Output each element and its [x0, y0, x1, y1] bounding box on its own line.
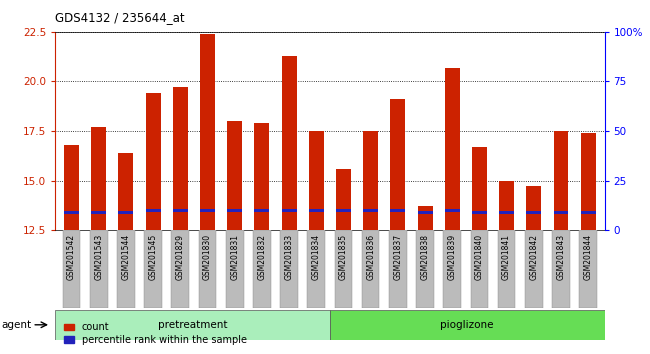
- Text: GSM201830: GSM201830: [203, 234, 212, 280]
- Bar: [309, 209, 324, 212]
- Text: GSM201837: GSM201837: [393, 234, 402, 280]
- Legend: count, percentile rank within the sample: count, percentile rank within the sample: [60, 319, 250, 349]
- FancyBboxPatch shape: [307, 230, 325, 308]
- FancyBboxPatch shape: [280, 230, 298, 308]
- FancyBboxPatch shape: [389, 230, 407, 308]
- Text: GSM201840: GSM201840: [475, 234, 484, 280]
- Bar: [227, 209, 242, 212]
- FancyBboxPatch shape: [63, 230, 81, 308]
- FancyBboxPatch shape: [335, 230, 352, 308]
- Bar: [254, 123, 269, 230]
- Bar: [173, 87, 188, 230]
- Bar: [445, 68, 460, 230]
- Text: pretreatment: pretreatment: [158, 320, 227, 330]
- Text: GSM201545: GSM201545: [149, 234, 158, 280]
- Text: GDS4132 / 235644_at: GDS4132 / 235644_at: [55, 11, 185, 24]
- Bar: [146, 209, 161, 212]
- Text: GSM201843: GSM201843: [556, 234, 566, 280]
- Bar: [200, 34, 215, 230]
- FancyBboxPatch shape: [471, 230, 488, 308]
- Bar: [227, 121, 242, 230]
- FancyBboxPatch shape: [144, 230, 162, 308]
- Bar: [580, 133, 595, 230]
- Text: GSM201834: GSM201834: [312, 234, 321, 280]
- Text: GSM201542: GSM201542: [67, 234, 76, 280]
- Bar: [445, 209, 460, 212]
- Text: GSM201835: GSM201835: [339, 234, 348, 280]
- FancyBboxPatch shape: [579, 230, 597, 308]
- Text: GSM201842: GSM201842: [529, 234, 538, 280]
- FancyBboxPatch shape: [525, 230, 543, 308]
- FancyBboxPatch shape: [90, 230, 108, 308]
- Bar: [499, 211, 514, 214]
- Bar: [472, 147, 487, 230]
- Bar: [526, 211, 541, 214]
- Bar: [146, 93, 161, 230]
- Text: GSM201839: GSM201839: [448, 234, 457, 280]
- Text: GSM201841: GSM201841: [502, 234, 511, 280]
- Text: GSM201832: GSM201832: [257, 234, 266, 280]
- Bar: [554, 211, 569, 214]
- Bar: [580, 211, 595, 214]
- Text: agent: agent: [1, 320, 31, 330]
- Bar: [281, 56, 296, 230]
- Bar: [173, 209, 188, 212]
- Bar: [554, 131, 569, 230]
- Bar: [336, 169, 351, 230]
- Bar: [363, 209, 378, 212]
- Bar: [417, 211, 432, 214]
- Text: GSM201544: GSM201544: [122, 234, 131, 280]
- Bar: [526, 187, 541, 230]
- Bar: [472, 211, 487, 214]
- Text: pioglizone: pioglizone: [441, 320, 494, 330]
- FancyBboxPatch shape: [199, 230, 216, 308]
- FancyBboxPatch shape: [172, 230, 189, 308]
- Bar: [118, 153, 133, 230]
- Text: GSM201543: GSM201543: [94, 234, 103, 280]
- FancyBboxPatch shape: [55, 310, 330, 340]
- Bar: [391, 209, 406, 212]
- Bar: [200, 209, 215, 212]
- Text: GSM201829: GSM201829: [176, 234, 185, 280]
- FancyBboxPatch shape: [362, 230, 380, 308]
- Bar: [91, 127, 106, 230]
- FancyBboxPatch shape: [416, 230, 434, 308]
- Bar: [417, 206, 432, 230]
- FancyBboxPatch shape: [226, 230, 244, 308]
- Bar: [309, 131, 324, 230]
- Bar: [499, 181, 514, 230]
- Text: GSM201831: GSM201831: [230, 234, 239, 280]
- Bar: [281, 209, 296, 212]
- FancyBboxPatch shape: [552, 230, 570, 308]
- FancyBboxPatch shape: [253, 230, 271, 308]
- Bar: [336, 209, 351, 212]
- Text: GSM201838: GSM201838: [421, 234, 430, 280]
- Bar: [91, 211, 106, 214]
- FancyBboxPatch shape: [330, 310, 616, 340]
- FancyBboxPatch shape: [443, 230, 461, 308]
- FancyBboxPatch shape: [498, 230, 515, 308]
- FancyBboxPatch shape: [117, 230, 135, 308]
- Bar: [363, 131, 378, 230]
- Text: GSM201833: GSM201833: [285, 234, 294, 280]
- Text: GSM201836: GSM201836: [366, 234, 375, 280]
- Text: GSM201844: GSM201844: [584, 234, 593, 280]
- Bar: [64, 211, 79, 214]
- Bar: [118, 211, 133, 214]
- Bar: [64, 145, 79, 230]
- Bar: [254, 209, 269, 212]
- Bar: [391, 99, 406, 230]
